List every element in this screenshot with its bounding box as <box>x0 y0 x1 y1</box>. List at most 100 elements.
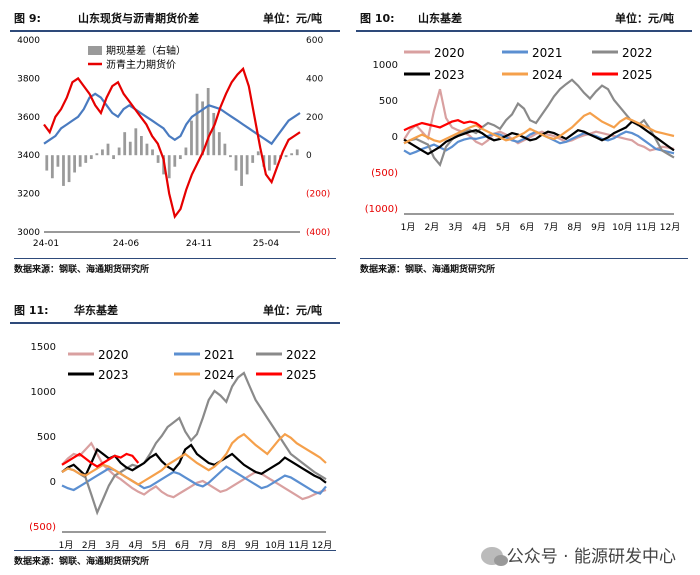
legend-swatch <box>88 46 102 55</box>
figure-number: 图 9: <box>14 12 41 25</box>
basis-bar <box>245 155 249 175</box>
basis-bar <box>190 120 193 156</box>
x-tick-label: 8月 <box>567 222 582 233</box>
basis-bar <box>273 155 277 165</box>
basis-bar <box>67 155 71 183</box>
x-tick-label: 2月 <box>82 540 97 551</box>
source-note: 数据来源：钢联、海通期货研究所 <box>360 258 688 275</box>
basis-bar <box>223 143 227 156</box>
legend-label: 2023 <box>434 68 465 82</box>
basis-bar <box>240 155 243 186</box>
basis-bar <box>195 93 199 156</box>
x-tick-label: 7月 <box>544 222 559 233</box>
figure-title: 华东基差 <box>74 304 118 317</box>
legend-label: 期现基差（右轴） <box>106 44 186 57</box>
y-tick-label: 0 <box>392 132 398 143</box>
basis-bar <box>112 155 115 160</box>
x-tick-label: 1月 <box>59 540 74 551</box>
basis-bar <box>251 155 255 163</box>
x-tick-label: 8月 <box>222 540 237 551</box>
y-right-tick-label: 200 <box>306 113 323 123</box>
chart-panel-sd-basis: 图 10: 山东基差 单位：元/吨 1000 500 0 (500) (1000) 1月 2… <box>356 4 692 275</box>
wechat-watermark: 公众号 · 能源研发中心 <box>480 542 676 567</box>
unit-label: 单位：元/吨 <box>262 12 322 25</box>
basis-bar <box>206 88 210 156</box>
legend-label: 2021 <box>532 46 563 60</box>
chart-panel-sd-spread: 图 9: 山东现货与沥青期货价差 单位：元/吨 4000 3800 3600 3400… <box>10 4 340 275</box>
basis-bar <box>73 155 76 173</box>
legend-label: 2021 <box>204 348 235 362</box>
y-tick-label: 1000 <box>31 387 56 398</box>
basis-bar <box>56 155 60 167</box>
x-tick-label: 6月 <box>175 540 190 551</box>
x-tick-label: 5月 <box>152 540 167 551</box>
panel-header: 图 11: 华东基差 单位：元/吨 <box>10 296 340 324</box>
basis-bar <box>123 132 127 156</box>
series-line-2024 <box>403 111 675 145</box>
x-tick-label: 11月 <box>289 540 309 551</box>
y-left-tick-label: 3800 <box>17 74 40 84</box>
basis-bar <box>101 149 104 156</box>
series-line <box>43 66 301 220</box>
x-tick-label: 24-06 <box>113 239 139 249</box>
legend-label: 2025 <box>622 68 653 82</box>
basis-bar <box>151 149 154 156</box>
y-left-tick-label: 3200 <box>17 190 40 200</box>
source-note: 数据来源：钢联、海通期货研究所 <box>14 258 336 275</box>
figure-number: 图 10: <box>360 12 395 25</box>
basis-bar <box>173 155 177 167</box>
unit-label: 单位：元/吨 <box>262 304 322 317</box>
y-left-tick-label: 4000 <box>17 36 40 46</box>
source-note: 数据来源：钢联、海通期货研究所 <box>14 550 336 567</box>
x-tick-label: 11月 <box>636 222 656 233</box>
basis-bar <box>229 155 232 158</box>
watermark-text: 公众号 · 能源研发中心 <box>506 547 676 567</box>
x-tick-label: 10月 <box>265 540 285 551</box>
legend-label: 沥青主力期货价 <box>106 58 176 71</box>
x-tick-label: 9月 <box>245 540 260 551</box>
basis-bar <box>234 155 238 171</box>
basis-bar <box>268 155 271 171</box>
y-right-tick-label: 600 <box>306 36 323 46</box>
x-tick-label: 6月 <box>520 222 535 233</box>
legend-label: 2022 <box>622 46 653 60</box>
y-tick-label: 500 <box>379 96 398 107</box>
panel-header: 图 10: 山东基差 单位：元/吨 <box>356 4 692 32</box>
x-tick-label: 25-04 <box>253 239 279 249</box>
x-tick-label: 3月 <box>105 540 120 551</box>
x-tick-label: 12月 <box>312 540 332 551</box>
y-tick-label: 1500 <box>31 342 56 353</box>
series-line-2023 <box>61 443 327 484</box>
figure-title: 山东现货与沥青期货价差 <box>78 12 199 25</box>
series-line-2024 <box>61 432 327 486</box>
chart-sd-basis: 1000 500 0 (500) (1000)1月 2月 3月 4月 5月 6月 7月 8月 9月 10月… <box>365 46 680 233</box>
basis-bar <box>284 155 288 158</box>
chart-ec-basis: 1500 1000 500 0 (500)1月 2月 3月 4月 5月 6月 7月 8月 9月 10月 11… <box>29 342 332 551</box>
basis-bar <box>134 128 138 156</box>
basis-bar <box>256 151 260 156</box>
x-tick-label: 4月 <box>128 540 143 551</box>
legend-label: 2024 <box>532 68 563 82</box>
basis-bar <box>212 112 216 156</box>
x-tick-label: 4月 <box>472 222 487 233</box>
x-tick-label: 12月 <box>660 222 680 233</box>
basis-bar <box>128 141 132 156</box>
legend-label: 2024 <box>204 368 235 382</box>
basis-bar <box>78 155 82 167</box>
x-tick-label: 24-01 <box>33 239 59 249</box>
legend-label: 2022 <box>286 348 317 362</box>
y-tick-label: (500) <box>29 522 56 533</box>
x-tick-label: 10月 <box>612 222 632 233</box>
figure-title: 山东基差 <box>418 12 462 25</box>
basis-bar <box>84 155 88 163</box>
legend-label: 2020 <box>434 46 465 60</box>
basis-bar <box>106 143 110 156</box>
basis-bar <box>295 149 299 156</box>
y-right-tick-label: 0 <box>306 151 312 161</box>
basis-bar <box>217 132 221 156</box>
x-tick-label: 2月 <box>424 222 439 233</box>
y-tick-label: 500 <box>37 432 56 443</box>
x-tick-label: 24-11 <box>186 239 212 249</box>
series-line <box>43 92 301 146</box>
y-right-tick-label: (400) <box>306 228 330 238</box>
